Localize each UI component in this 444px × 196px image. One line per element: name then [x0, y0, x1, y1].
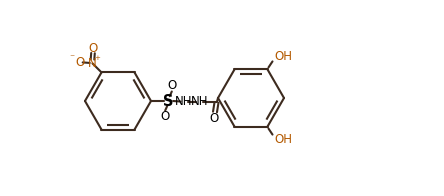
Text: NH: NH	[191, 95, 208, 108]
Text: O: O	[167, 79, 177, 92]
Text: OH: OH	[275, 132, 293, 146]
Text: +: +	[95, 55, 100, 61]
Text: S: S	[163, 93, 174, 109]
Text: O: O	[160, 110, 170, 123]
Text: ⁻: ⁻	[70, 53, 75, 63]
Text: O: O	[75, 56, 84, 69]
Text: NH: NH	[175, 95, 193, 108]
Text: O: O	[88, 42, 98, 55]
Text: O: O	[210, 112, 219, 125]
Text: N: N	[88, 57, 97, 70]
Text: OH: OH	[275, 50, 293, 64]
